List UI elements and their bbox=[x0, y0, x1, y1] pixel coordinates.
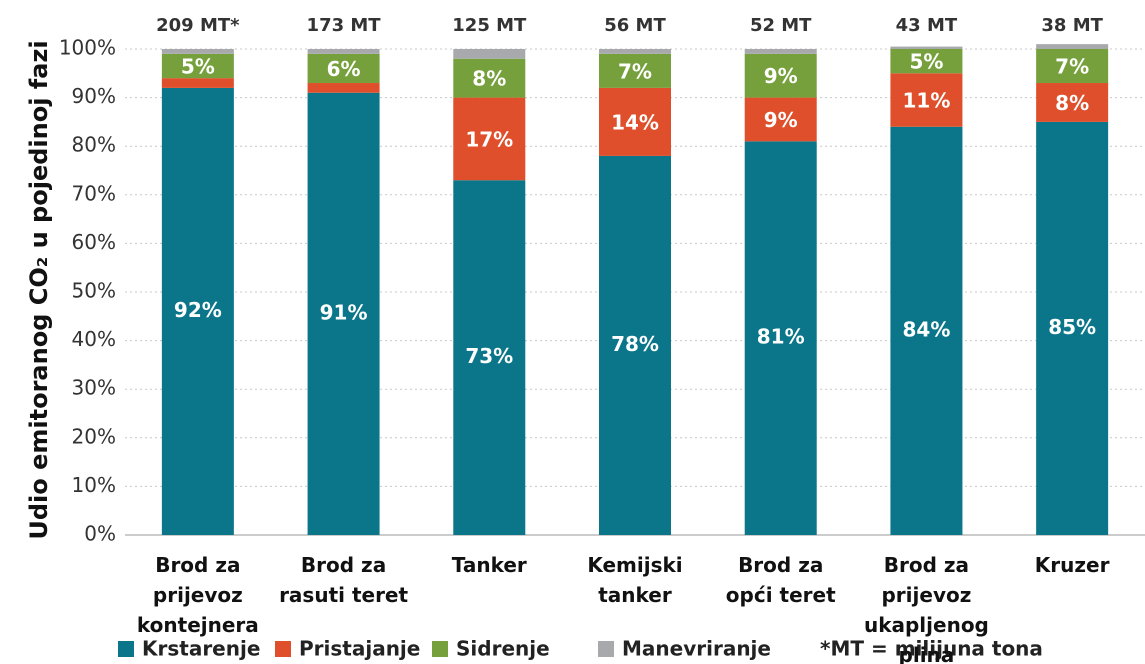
legend-swatch bbox=[598, 641, 614, 657]
data-label: 84% bbox=[902, 317, 950, 341]
total-label: 173 MT bbox=[307, 15, 382, 36]
bar-segment bbox=[744, 141, 817, 535]
bar-segment bbox=[453, 58, 526, 98]
bar-segment bbox=[890, 126, 963, 535]
legend-label: Manevriranje bbox=[622, 637, 771, 661]
data-label: 5% bbox=[909, 50, 943, 74]
data-label: 17% bbox=[465, 127, 513, 151]
bar-segment bbox=[890, 73, 963, 127]
x-tick-label: Brod za opći teret bbox=[725, 553, 836, 607]
total-label: 38 MT bbox=[1041, 15, 1103, 36]
y-tick-label: 30% bbox=[72, 376, 116, 400]
x-tick-label: Brod za prijevoz ukapljenog plina bbox=[863, 553, 989, 664]
bar-segment bbox=[161, 53, 234, 79]
bar-segment bbox=[744, 49, 817, 54]
y-tick-label: 20% bbox=[72, 424, 116, 448]
bar-segment bbox=[453, 97, 526, 181]
legend-label: Pristajanje bbox=[299, 637, 420, 661]
y-tick-label: 80% bbox=[72, 133, 116, 157]
x-tick-label: Tanker bbox=[451, 553, 527, 577]
y-tick-label: 50% bbox=[72, 279, 116, 303]
legend-swatch bbox=[118, 641, 134, 657]
bar-segment bbox=[744, 97, 817, 142]
bar-segment bbox=[453, 180, 526, 535]
y-tick-label: 60% bbox=[72, 230, 116, 254]
bar-segment bbox=[453, 49, 526, 59]
total-label: 125 MT bbox=[452, 15, 527, 36]
data-label: 6% bbox=[327, 57, 361, 81]
bar-segment bbox=[161, 87, 234, 535]
data-label: 91% bbox=[320, 300, 368, 324]
total-label: 43 MT bbox=[896, 15, 958, 36]
bar-segment bbox=[599, 155, 671, 536]
data-label: 8% bbox=[472, 67, 506, 91]
bar-segment bbox=[1036, 121, 1109, 536]
bar-segment bbox=[307, 53, 380, 84]
footnote: *MT = milijuna tona bbox=[820, 637, 1043, 661]
bar-segment bbox=[307, 83, 380, 93]
y-tick-label: 70% bbox=[72, 181, 116, 205]
data-label: 81% bbox=[757, 325, 805, 349]
x-tick-label: Brod za prijevoz kontejnera bbox=[136, 553, 259, 637]
bar-segment bbox=[307, 92, 380, 536]
bar-segment bbox=[890, 49, 963, 74]
x-tick-label: Kemijski tanker bbox=[587, 553, 683, 607]
data-label: 7% bbox=[1055, 55, 1089, 79]
legend-swatch bbox=[275, 641, 291, 657]
data-label: 5% bbox=[181, 55, 215, 79]
y-tick-label: 90% bbox=[72, 84, 116, 108]
data-label: 8% bbox=[1055, 91, 1089, 115]
data-label: 9% bbox=[764, 108, 798, 132]
data-label: 11% bbox=[902, 89, 950, 113]
data-label: 85% bbox=[1048, 315, 1096, 339]
bar-segment bbox=[890, 46, 963, 49]
bar-segment bbox=[599, 49, 671, 54]
bar-segment bbox=[599, 53, 671, 88]
data-label: 7% bbox=[618, 59, 652, 83]
x-tick-label: Brod za rasuti teret bbox=[279, 553, 409, 607]
total-label: 52 MT bbox=[750, 15, 812, 36]
bar-segment bbox=[161, 78, 234, 88]
bar-segment bbox=[599, 87, 671, 156]
total-label: 209 MT* bbox=[156, 15, 240, 36]
bar-segment bbox=[307, 49, 380, 54]
y-tick-label: 40% bbox=[72, 327, 116, 351]
legend-label: Sidrenje bbox=[456, 637, 550, 661]
bar-segment bbox=[1036, 44, 1109, 49]
legend-swatch bbox=[432, 641, 448, 657]
y-tick-label: 100% bbox=[59, 36, 116, 60]
bar-segment bbox=[1036, 83, 1109, 122]
total-label: 56 MT bbox=[604, 15, 666, 36]
data-label: 73% bbox=[465, 344, 513, 368]
data-label: 14% bbox=[611, 110, 659, 134]
data-label: 78% bbox=[611, 332, 659, 356]
legend-label: Krstarenje bbox=[142, 637, 260, 661]
x-tick-label: Kruzer bbox=[1034, 553, 1110, 577]
bar-segment bbox=[161, 49, 234, 54]
bar-segment bbox=[744, 53, 817, 98]
y-axis-title: Udio emitoranog CO₂ u pojedinoj fazi bbox=[25, 40, 53, 539]
y-tick-label: 0% bbox=[84, 522, 116, 546]
data-label: 92% bbox=[174, 298, 222, 322]
data-label: 9% bbox=[764, 64, 798, 88]
y-tick-label: 10% bbox=[72, 473, 116, 497]
bar-segment bbox=[1036, 49, 1109, 84]
